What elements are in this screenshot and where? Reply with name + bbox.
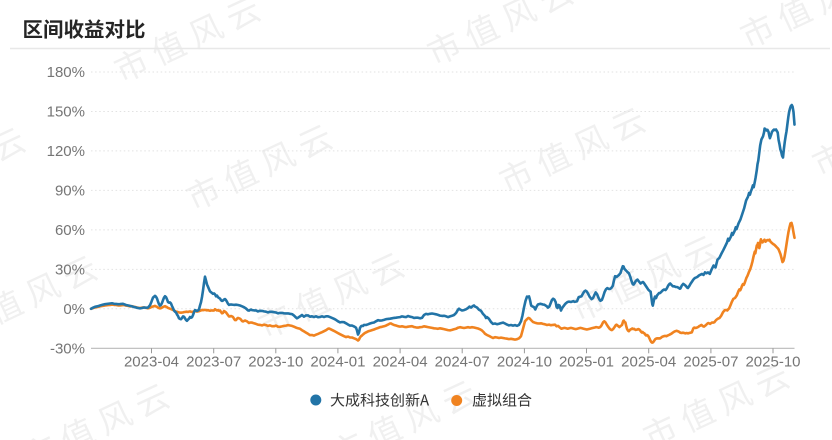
svg-text:2025-07: 2025-07 bbox=[683, 354, 738, 371]
svg-text:2024-10: 2024-10 bbox=[497, 354, 552, 371]
svg-text:2025-04: 2025-04 bbox=[621, 354, 676, 371]
svg-text:2023-10: 2023-10 bbox=[248, 354, 303, 371]
svg-text:2024-01: 2024-01 bbox=[310, 354, 365, 371]
svg-text:2024-07: 2024-07 bbox=[435, 354, 490, 371]
svg-text:180%: 180% bbox=[47, 64, 85, 81]
svg-text:60%: 60% bbox=[55, 222, 85, 239]
svg-text:120%: 120% bbox=[47, 143, 85, 160]
svg-text:0%: 0% bbox=[63, 301, 85, 318]
svg-text:2025-10: 2025-10 bbox=[745, 354, 800, 371]
svg-text:2023-04: 2023-04 bbox=[124, 354, 179, 371]
svg-text:90%: 90% bbox=[55, 183, 85, 200]
svg-text:30%: 30% bbox=[55, 262, 85, 279]
svg-text:-30%: -30% bbox=[50, 341, 85, 358]
svg-text:2025-01: 2025-01 bbox=[559, 354, 614, 371]
svg-text:150%: 150% bbox=[47, 104, 85, 121]
svg-text:2024-04: 2024-04 bbox=[373, 354, 428, 371]
svg-text:2023-07: 2023-07 bbox=[186, 354, 241, 371]
